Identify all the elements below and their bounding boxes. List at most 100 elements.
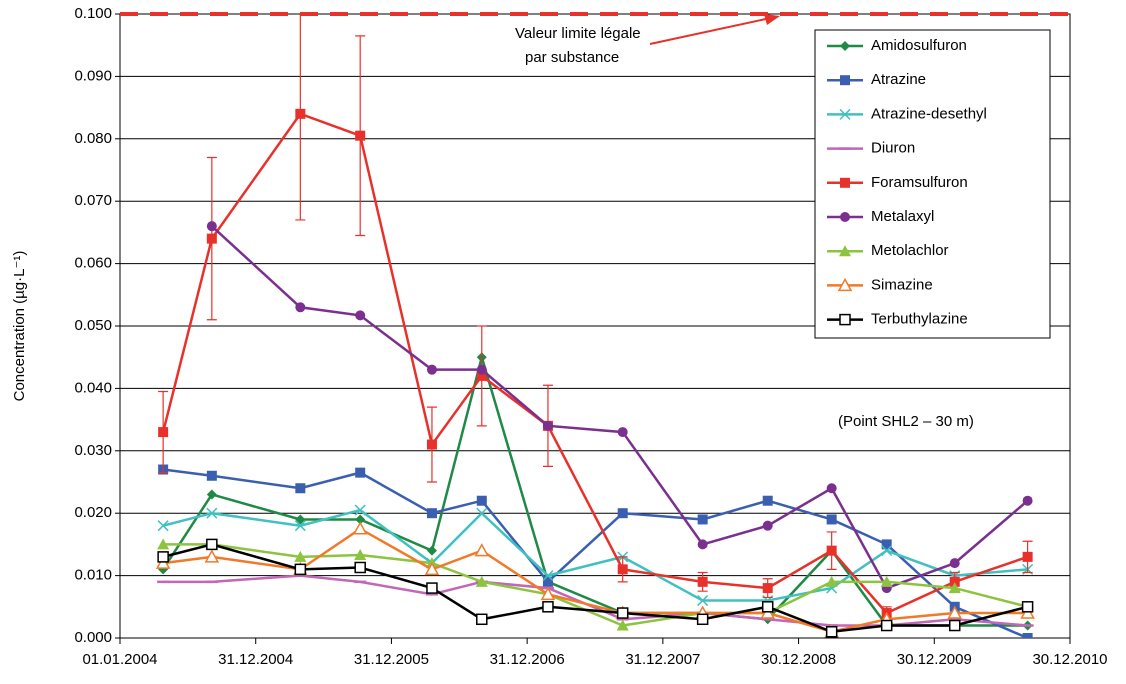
- y-tick-label: 0.080: [74, 130, 112, 147]
- marker: [840, 75, 850, 86]
- marker: [294, 550, 307, 562]
- marker: [542, 576, 553, 587]
- marker: [426, 439, 437, 450]
- marker: [881, 545, 893, 557]
- marker: [474, 543, 490, 557]
- legend-label: Foramsulfuron: [871, 174, 968, 191]
- marker: [426, 545, 437, 556]
- marker: [476, 507, 488, 519]
- marker: [840, 212, 850, 222]
- y-tick-label: 0.070: [74, 192, 112, 209]
- legend-label: Atrazine-desethyl: [871, 105, 987, 122]
- y-tick-label: 0.040: [74, 379, 112, 396]
- y-axis-label: Concentration (µg·L⁻¹): [11, 251, 28, 402]
- marker: [354, 561, 366, 574]
- marker: [837, 277, 853, 292]
- legend-label: Atrazine: [871, 71, 926, 88]
- marker: [354, 549, 367, 561]
- marker: [696, 613, 709, 626]
- marker: [476, 613, 488, 626]
- marker: [617, 564, 628, 575]
- marker: [948, 619, 961, 632]
- marker: [476, 370, 487, 381]
- marker: [426, 364, 437, 375]
- marker: [697, 595, 709, 607]
- y-tick-label: 0.060: [74, 255, 112, 272]
- legend-label: Diuron: [871, 140, 915, 157]
- marker: [617, 508, 628, 519]
- marker: [617, 427, 628, 438]
- y-tick-label: 0.030: [74, 442, 112, 459]
- marker: [426, 508, 437, 519]
- annotation: (Point SHL2 – 30 m): [838, 413, 974, 430]
- marker: [840, 177, 850, 188]
- marker: [762, 520, 773, 531]
- y-tick-label: 0.050: [74, 317, 112, 334]
- legend-label: Metolachlor: [871, 242, 949, 259]
- marker: [1022, 495, 1033, 506]
- marker: [825, 626, 838, 638]
- series-line: [162, 543, 1028, 634]
- marker: [295, 108, 306, 119]
- marker: [476, 495, 487, 506]
- x-tick-label: 31.12.2007: [625, 651, 700, 668]
- marker: [542, 570, 554, 582]
- marker: [206, 489, 217, 500]
- limit-label: par substance: [525, 49, 619, 66]
- marker: [762, 495, 773, 506]
- marker: [949, 576, 960, 587]
- series-line: [161, 112, 1029, 615]
- y-tick-label: 0.100: [74, 5, 112, 22]
- marker: [475, 575, 488, 587]
- marker: [762, 583, 773, 594]
- series-line: [162, 352, 1028, 627]
- marker: [355, 514, 366, 525]
- limit-label: Valeur limite légale: [515, 25, 641, 42]
- marker: [826, 545, 837, 556]
- y-tick-label: 0.020: [74, 504, 112, 521]
- marker: [1022, 551, 1033, 562]
- x-tick-label: 31.12.2006: [490, 651, 565, 668]
- marker: [355, 467, 366, 478]
- marker: [947, 605, 962, 619]
- marker: [295, 514, 306, 525]
- marker: [697, 514, 708, 525]
- x-tick-label: 01.01.2004: [82, 651, 157, 668]
- series-line: [162, 508, 1028, 602]
- marker: [1021, 601, 1034, 613]
- marker: [157, 538, 170, 550]
- y-tick-label: 0.010: [74, 567, 112, 584]
- marker: [158, 427, 169, 438]
- marker: [206, 538, 218, 551]
- marker: [157, 520, 169, 532]
- marker: [826, 483, 837, 494]
- x-tick-label: 31.12.2004: [218, 651, 293, 668]
- x-tick-label: 30.12.2009: [897, 651, 972, 668]
- marker: [697, 539, 708, 550]
- marker: [840, 41, 850, 51]
- marker: [839, 108, 851, 120]
- marker: [825, 575, 838, 587]
- marker: [294, 563, 307, 576]
- legend-label: Amidosulfuron: [871, 37, 967, 54]
- x-tick-label: 31.12.2005: [354, 651, 429, 668]
- marker: [839, 245, 851, 257]
- marker: [948, 582, 961, 594]
- marker: [839, 313, 851, 326]
- marker: [204, 549, 220, 563]
- marker: [157, 551, 169, 563]
- y-tick-label: 0.000: [74, 629, 112, 646]
- marker: [542, 420, 553, 431]
- y-tick-label: 0.090: [74, 67, 112, 84]
- marker: [542, 601, 554, 613]
- series-line: [162, 527, 1028, 634]
- marker: [616, 607, 629, 619]
- plot-area: [155, 14, 1035, 638]
- marker: [206, 233, 217, 244]
- plot-frame: [119, 13, 1071, 639]
- marker: [354, 504, 366, 516]
- marker: [426, 582, 438, 594]
- marker: [355, 130, 366, 141]
- marker: [616, 619, 629, 631]
